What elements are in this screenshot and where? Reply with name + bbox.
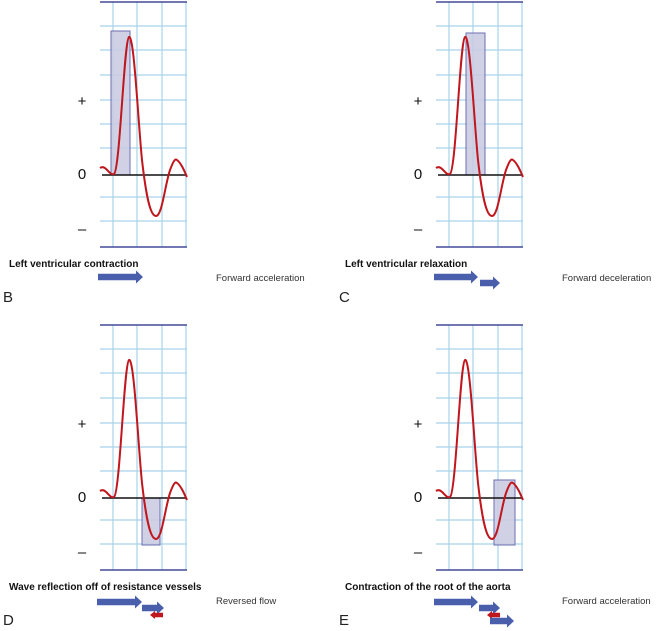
panel-c: +0 – Left ventricular relaxation Forward de… — [339, 1, 651, 306]
zero-label: 0 — [414, 166, 422, 183]
zero-label: 0 — [78, 489, 86, 506]
caption: Left ventricular relaxation — [345, 259, 467, 270]
panel-d: +0 – Wave reflection off of resistance ves… — [3, 324, 276, 629]
caption: Contraction of the root of the aorta — [345, 582, 511, 593]
result-label: Forward acceleration — [216, 273, 305, 284]
panel-letter: B — [3, 289, 13, 306]
plus-label: + — [414, 93, 423, 110]
result-label: Reversed flow — [216, 596, 276, 607]
forward-flow-arrow-icon — [98, 270, 143, 284]
panel-b: +0 – Left ventricular contraction Forward a… — [3, 1, 305, 306]
reverse-flow-arrow-icon — [487, 611, 500, 619]
pressure-curve — [435, 358, 524, 541]
forward-flow-arrow-icon — [490, 614, 514, 628]
highlight-window — [493, 479, 516, 546]
panel-e: +0 – Contraction of the root of the aorta F… — [339, 324, 651, 629]
highlight-window — [110, 30, 131, 176]
plus-label: + — [78, 416, 87, 433]
caption: Left ventricular contraction — [9, 259, 138, 270]
plus-label: + — [78, 93, 87, 110]
minus-label: – — [414, 544, 423, 561]
panel-letter: C — [339, 289, 350, 306]
forward-flow-arrow-icon — [142, 601, 164, 615]
pressure-curve — [99, 35, 188, 218]
panel-letter: D — [3, 612, 14, 629]
caption: Wave reflection off of resistance vessel… — [9, 582, 202, 593]
pressure-curve — [99, 358, 188, 541]
panel-letter: E — [339, 612, 349, 629]
minus-label: – — [78, 221, 87, 238]
minus-label: – — [78, 544, 87, 561]
forward-flow-arrow-icon — [480, 276, 500, 290]
zero-label: 0 — [78, 166, 86, 183]
pressure-curve — [435, 35, 524, 218]
forward-flow-arrow-icon — [479, 601, 500, 615]
reverse-flow-arrow-icon — [150, 611, 163, 619]
zero-label: 0 — [414, 489, 422, 506]
result-label: Forward acceleration — [562, 596, 651, 607]
forward-flow-arrow-icon — [434, 595, 478, 609]
plus-label: + — [414, 416, 423, 433]
result-label: Forward deceleration — [562, 273, 651, 284]
minus-label: – — [414, 221, 423, 238]
forward-flow-arrow-icon — [97, 595, 142, 609]
forward-flow-arrow-icon — [434, 270, 478, 284]
